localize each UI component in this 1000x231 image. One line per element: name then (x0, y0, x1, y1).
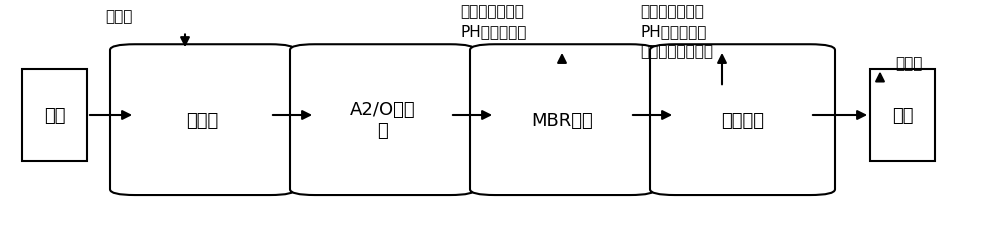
Text: 正磷酸盐监测仪
PH在线监测仪
膜池压力传送系统: 正磷酸盐监测仪 PH在线监测仪 膜池压力传送系统 (640, 5, 713, 59)
Text: 流量计: 流量计 (895, 55, 922, 70)
FancyBboxPatch shape (650, 45, 835, 195)
FancyBboxPatch shape (290, 45, 475, 195)
FancyBboxPatch shape (22, 69, 87, 162)
FancyBboxPatch shape (870, 69, 935, 162)
Text: 正磷酸盐监测仪
PH在线监测仪: 正磷酸盐监测仪 PH在线监测仪 (460, 5, 526, 39)
Text: 进水: 进水 (44, 106, 65, 125)
Text: 流量计: 流量计 (105, 9, 132, 24)
Text: 出水: 出水 (892, 106, 913, 125)
Text: A2/O生物
池: A2/O生物 池 (350, 101, 415, 140)
Text: MBR膜池: MBR膜池 (532, 111, 593, 129)
Text: 紫外消毒: 紫外消毒 (721, 111, 764, 129)
FancyBboxPatch shape (470, 45, 655, 195)
Text: 进水井: 进水井 (186, 111, 219, 129)
FancyBboxPatch shape (110, 45, 295, 195)
